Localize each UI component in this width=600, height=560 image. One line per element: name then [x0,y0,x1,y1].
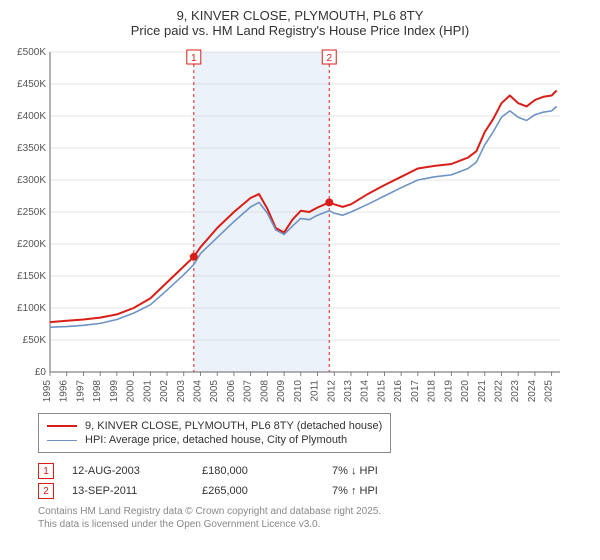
svg-text:2009: 2009 [276,380,287,403]
legend-swatch [47,440,77,441]
svg-text:2021: 2021 [477,380,488,403]
svg-text:2007: 2007 [243,380,254,403]
svg-text:2015: 2015 [376,380,387,403]
legend-item: HPI: Average price, detached house, City… [47,434,382,446]
svg-text:2004: 2004 [192,380,203,403]
svg-text:2002: 2002 [159,380,170,403]
svg-text:2000: 2000 [126,380,137,403]
svg-text:2001: 2001 [142,380,153,403]
transaction-price: £265,000 [202,485,332,497]
svg-text:2022: 2022 [493,380,504,403]
svg-text:1996: 1996 [59,380,70,403]
legend: 9, KINVER CLOSE, PLYMOUTH, PL6 8TY (deta… [38,413,391,453]
svg-text:£200K: £200K [17,239,46,250]
svg-text:1995: 1995 [42,380,53,403]
transaction-date: 12-AUG-2003 [72,465,202,477]
svg-text:2: 2 [326,53,332,64]
svg-text:2012: 2012 [326,380,337,403]
transaction-delta: 7% ↑ HPI [332,485,462,497]
svg-text:£400K: £400K [17,111,46,122]
transaction-marker: 2 [38,483,54,499]
svg-text:2017: 2017 [410,380,421,403]
svg-text:2006: 2006 [226,380,237,403]
chart-title-block: 9, KINVER CLOSE, PLYMOUTH, PL6 8TY Price… [8,8,592,38]
svg-text:£350K: £350K [17,143,46,154]
legend-label: HPI: Average price, detached house, City… [85,434,347,446]
svg-text:£100K: £100K [17,303,46,314]
svg-text:2003: 2003 [176,380,187,403]
svg-text:2019: 2019 [443,380,454,403]
transaction-row: 1 12-AUG-2003£180,0007% ↓ HPI [38,463,592,479]
svg-text:2010: 2010 [293,380,304,403]
legend-item: 9, KINVER CLOSE, PLYMOUTH, PL6 8TY (deta… [47,420,382,432]
svg-text:2005: 2005 [209,380,220,403]
price-chart: £0 £50K £100K £150K £200K £250K £300K £350K £400… [8,44,568,404]
svg-text:2008: 2008 [259,380,270,403]
transaction-delta: 7% ↓ HPI [332,465,462,477]
svg-text:2024: 2024 [527,380,538,403]
svg-text:£0: £0 [35,367,47,378]
svg-text:2013: 2013 [343,380,354,403]
svg-text:1999: 1999 [109,380,120,403]
footnote-line1: Contains HM Land Registry data © Crown c… [38,505,592,518]
chart-container: £0 £50K £100K £150K £200K £250K £300K £350K £400… [8,44,592,407]
title-address: 9, KINVER CLOSE, PLYMOUTH, PL6 8TY [8,8,592,23]
transaction-price: £180,000 [202,465,332,477]
svg-text:2011: 2011 [310,380,321,402]
transaction-table: 1 12-AUG-2003£180,0007% ↓ HPI 2 13-SEP-2011… [38,463,592,499]
svg-text:£50K: £50K [23,335,47,346]
svg-text:1: 1 [191,53,197,64]
legend-swatch [47,425,77,427]
svg-text:2016: 2016 [393,380,404,403]
footnote-line2: This data is licensed under the Open Gov… [38,518,592,531]
svg-text:£450K: £450K [17,79,46,90]
svg-text:£300K: £300K [17,175,46,186]
svg-text:2014: 2014 [360,380,371,403]
transaction-row: 2 13-SEP-2011£265,0007% ↑ HPI [38,483,592,499]
svg-text:£500K: £500K [17,47,46,58]
transaction-date: 13-SEP-2011 [72,485,202,497]
title-subtitle: Price paid vs. HM Land Registry's House … [8,23,592,38]
footnote: Contains HM Land Registry data © Crown c… [38,505,592,531]
svg-text:£250K: £250K [17,207,46,218]
svg-text:2025: 2025 [544,380,555,403]
transaction-marker: 1 [38,463,54,479]
svg-text:2023: 2023 [510,380,521,403]
svg-text:1997: 1997 [75,380,86,403]
svg-text:1998: 1998 [92,380,103,403]
svg-text:2018: 2018 [427,380,438,403]
svg-text:2020: 2020 [460,380,471,403]
svg-text:£150K: £150K [17,271,46,282]
legend-label: 9, KINVER CLOSE, PLYMOUTH, PL6 8TY (deta… [85,420,382,432]
